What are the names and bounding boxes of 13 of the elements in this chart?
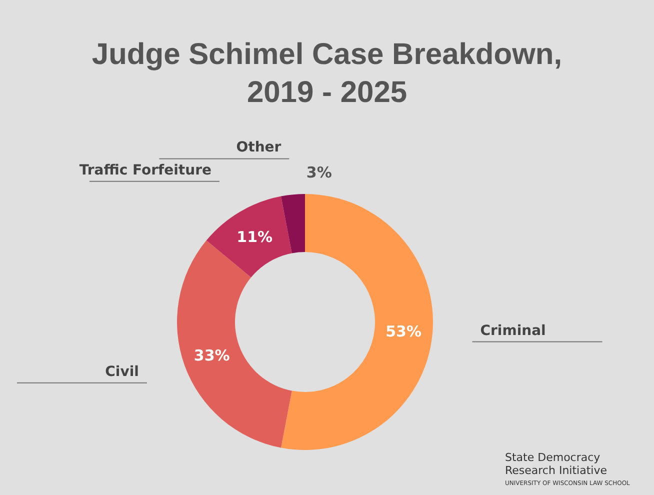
slice-label: Civil [105,364,139,380]
data-label: 53% [386,322,422,340]
chart-title: Judge Schimel Case Breakdown, 2019 - 2025 [92,38,562,109]
donut-slice [206,196,292,278]
data-label: 3% [306,164,332,182]
text: State Democracy Research Initiative [505,451,608,477]
slice-label: Traffic Forfeiture [79,162,212,178]
data-label: 11% [236,228,273,246]
slice-label: Criminal [480,322,546,339]
donut-slice [281,194,433,450]
slice-label: Other [236,140,282,156]
data-label: 33% [194,346,230,365]
donut-slice [281,194,305,254]
